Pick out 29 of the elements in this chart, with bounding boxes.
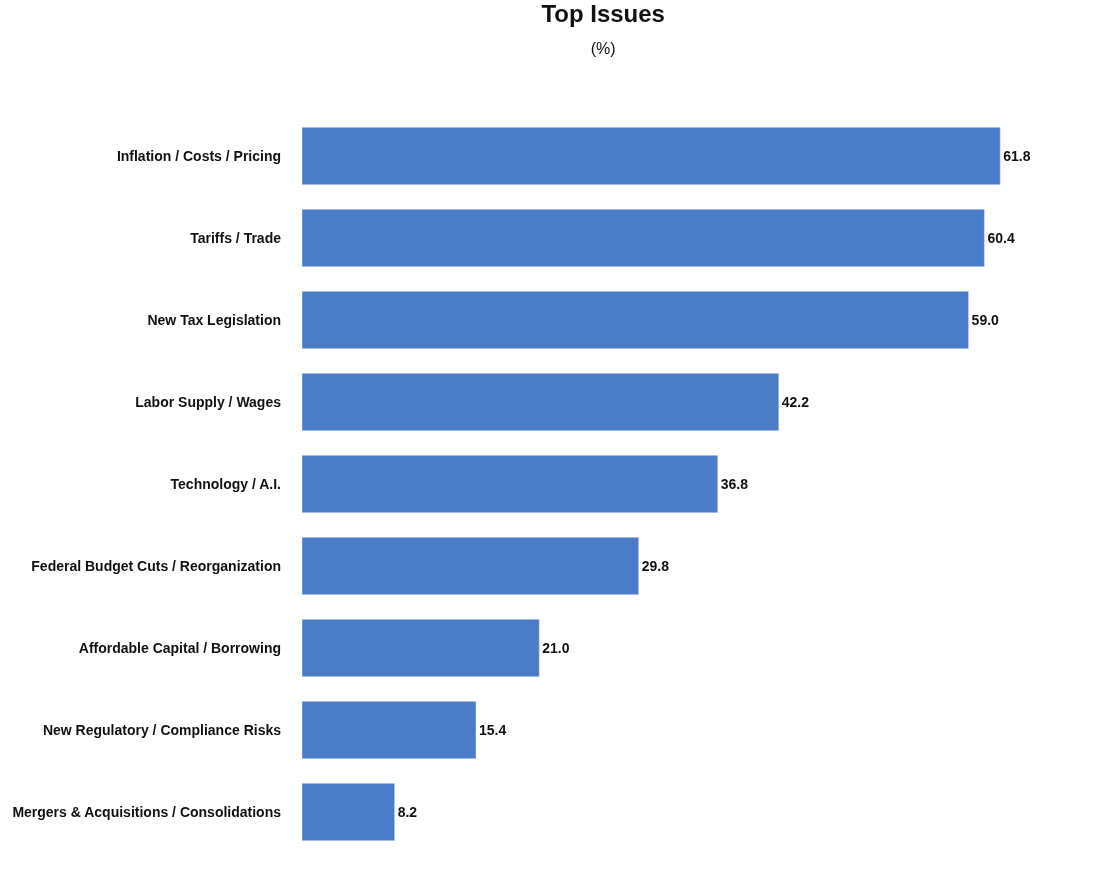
chart-title: Top Issues xyxy=(541,0,665,28)
bar xyxy=(302,783,395,841)
y-tick-label: Inflation / Costs / Pricing xyxy=(116,147,281,164)
y-tick-label: Affordable Capital / Borrowing xyxy=(78,639,281,656)
bar xyxy=(302,209,985,267)
bar xyxy=(302,373,780,431)
data-label: 15.4 xyxy=(479,722,507,738)
data-label: 21.0 xyxy=(542,640,570,656)
data-label: 59.0 xyxy=(971,312,1000,328)
bar xyxy=(302,701,477,759)
bar xyxy=(302,619,540,677)
data-label: 36.8 xyxy=(720,476,749,492)
bar xyxy=(302,537,639,595)
bar xyxy=(302,291,969,349)
chart-subtitle: (%) xyxy=(590,39,616,57)
y-tick-label: Tariffs / Trade xyxy=(190,229,282,246)
data-label: 29.8 xyxy=(641,558,670,574)
y-tick-label: Mergers & Acquisitions / Consolidations xyxy=(12,803,282,820)
y-tick-label: Labor Supply / Wages xyxy=(135,393,282,410)
data-label: 8.2 xyxy=(397,804,418,820)
y-tick-label: Technology / A.I. xyxy=(170,475,281,492)
y-tick-label: New Tax Legislation xyxy=(147,311,281,328)
bar xyxy=(302,127,1001,185)
data-label: 61.8 xyxy=(1003,148,1031,164)
data-label: 42.2 xyxy=(781,394,810,410)
data-label: 60.4 xyxy=(987,230,1015,246)
y-tick-label: New Regulatory / Compliance Risks xyxy=(42,721,282,738)
bar xyxy=(302,455,719,513)
y-tick-label: Federal Budget Cuts / Reorganization xyxy=(31,557,281,574)
